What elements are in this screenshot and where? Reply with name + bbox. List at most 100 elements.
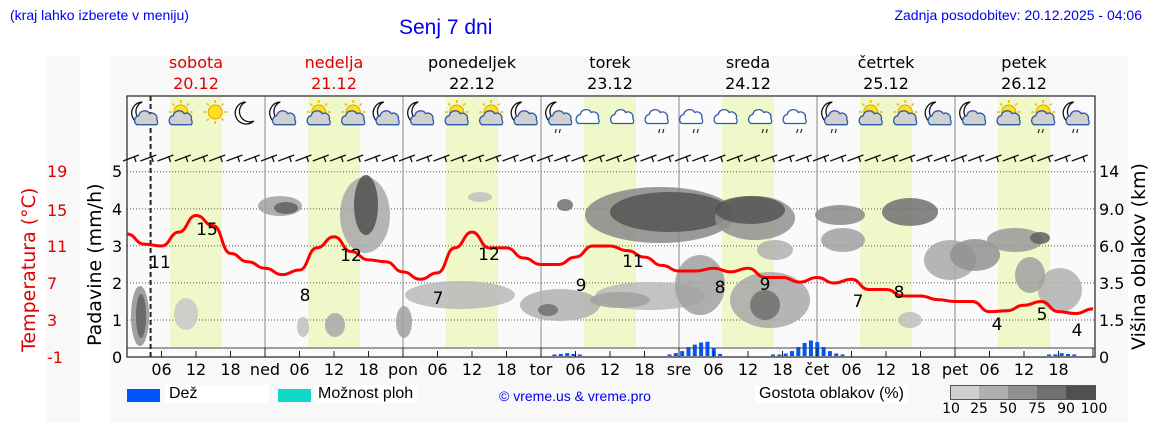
day-label-3: torek 23.12 — [587, 53, 633, 93]
sun-cloud-icon — [893, 100, 918, 126]
density-tick: 25 — [970, 401, 988, 417]
density-tick: 75 — [1028, 401, 1046, 417]
temperature-tick: -1 — [47, 348, 63, 367]
x-tick-label: 06 — [151, 360, 172, 379]
temperature-point-label: 11 — [622, 252, 644, 272]
moon-cloud-rain-icon — [1062, 101, 1090, 134]
sun-cloud-icon — [306, 100, 331, 126]
x-tick-label: ned — [249, 360, 281, 379]
showers-legend-label: Možnost ploh — [314, 385, 418, 403]
sun-cloud-icon — [479, 100, 504, 126]
density-tick: 90 — [1057, 401, 1075, 417]
cloud-icon — [575, 109, 600, 125]
moon-cloud-rain-icon — [545, 101, 573, 134]
cloud-icon — [610, 109, 635, 125]
temperature-point-label: 7 — [853, 292, 864, 312]
day-label-0: sobota 20.12 — [168, 53, 224, 93]
density-tick: 100 — [1080, 401, 1108, 417]
day-label-2: ponedeljek 22.12 — [428, 53, 516, 93]
x-tick-label: 12 — [599, 360, 621, 379]
day-label-1: nedelja 21.12 — [304, 53, 364, 93]
cloud-rain-icon — [679, 109, 704, 134]
temperature-tick: 15 — [47, 201, 68, 220]
showers-legend-swatch — [278, 389, 311, 402]
moon-cloud-icon — [407, 101, 435, 126]
density-swatch — [1066, 385, 1096, 400]
cloud-height-tick: 3.5 — [1099, 274, 1125, 293]
precip-tick: 3 — [112, 237, 123, 256]
rain-legend-swatch — [127, 389, 160, 402]
moon-cloud-icon — [372, 101, 400, 126]
sun-cloud-icon — [444, 100, 469, 126]
temperature-point-label: 4 — [992, 315, 1003, 335]
moon-cloud-icon — [510, 101, 538, 126]
moon-cloud-rain-icon — [821, 101, 849, 134]
temperature-tick: 3 — [47, 311, 58, 330]
sun-icon — [203, 100, 228, 124]
x-tick-label: 12 — [875, 360, 897, 379]
sun-cloud-icon — [996, 100, 1021, 126]
day-label-4: sreda 24.12 — [725, 53, 771, 93]
last-update-text: Zadnja posodobitev: 20.12.2025 - 04:06 — [894, 7, 1142, 23]
temperature-point-label: 12 — [478, 245, 500, 265]
temperature-tick: 19 — [47, 162, 68, 181]
temperature-point-label: 12 — [340, 246, 362, 266]
temperature-point-label: 15 — [196, 220, 218, 240]
copyright-link[interactable]: © vreme.us & vreme.pro — [499, 388, 651, 404]
temperature-point-label: 8 — [715, 278, 726, 298]
density-tick: 10 — [942, 401, 960, 417]
temperature-line — [126, 213, 1094, 316]
x-tick-label: 12 — [323, 360, 345, 379]
density-swatch — [1008, 385, 1037, 400]
cloud-height-tick: 14 — [1099, 162, 1120, 181]
temperature-point-label: 9 — [760, 275, 771, 295]
x-tick-label: 06 — [289, 360, 310, 379]
x-tick-label: tor — [529, 360, 553, 379]
day-label-5: četrtek 25.12 — [857, 53, 915, 93]
cloud-rain-icon — [748, 109, 773, 134]
x-tick-label: pon — [387, 360, 419, 379]
x-tick-label: 12 — [1013, 360, 1035, 379]
precip-tick: 1 — [112, 311, 123, 330]
temperature-tick: 7 — [47, 274, 58, 293]
cloud-rain-icon — [644, 109, 669, 134]
temperature-tick: 11 — [47, 237, 68, 256]
moon-cloud-icon — [959, 101, 987, 126]
sun-cloud-icon — [341, 100, 366, 126]
cloud-height-tick: 9.0 — [1099, 200, 1125, 219]
precip-tick: 0 — [112, 348, 123, 367]
cloud-height-tick: 1.5 — [1099, 311, 1125, 330]
density-swatch — [1037, 385, 1066, 400]
moon-cloud-icon — [924, 101, 952, 126]
x-tick-label: 18 — [910, 360, 931, 379]
cloud-rain-icon — [782, 109, 807, 134]
x-tick-label: 18 — [496, 360, 517, 379]
density-swatch — [979, 385, 1008, 400]
moon-icon — [234, 101, 255, 125]
temperature-axis-panel — [46, 56, 80, 422]
temperature-point-label: 8 — [300, 286, 311, 306]
sun-cloud-icon — [858, 100, 883, 126]
moon-cloud-icon — [131, 101, 159, 126]
temperature-point-label: 7 — [433, 289, 444, 309]
x-tick-label: 06 — [979, 360, 1000, 379]
x-tick-label: 18 — [634, 360, 655, 379]
x-tick-label: pet — [941, 360, 969, 379]
x-tick-label: 18 — [1048, 360, 1069, 379]
rain-legend-label: Dež — [165, 385, 269, 403]
x-tick-label: sre — [666, 360, 692, 379]
location-menu-hint[interactable]: (kraj lahko izberete v meniju) — [10, 7, 189, 23]
page-title: Senj 7 dni — [399, 16, 493, 39]
x-tick-label: 12 — [737, 360, 759, 379]
cloud-icon — [713, 109, 738, 125]
day-label-6: petek 26.12 — [1001, 53, 1047, 93]
x-tick-label: 06 — [427, 360, 448, 379]
moon-cloud-icon — [269, 101, 297, 126]
temperature-point-label: 8 — [894, 283, 905, 303]
sun-cloud-rain-icon — [1031, 100, 1056, 134]
sun-cloud-icon — [168, 100, 193, 126]
temperature-point-label: 9 — [576, 276, 587, 296]
precip-tick: 4 — [112, 200, 123, 219]
density-swatch — [950, 385, 980, 400]
